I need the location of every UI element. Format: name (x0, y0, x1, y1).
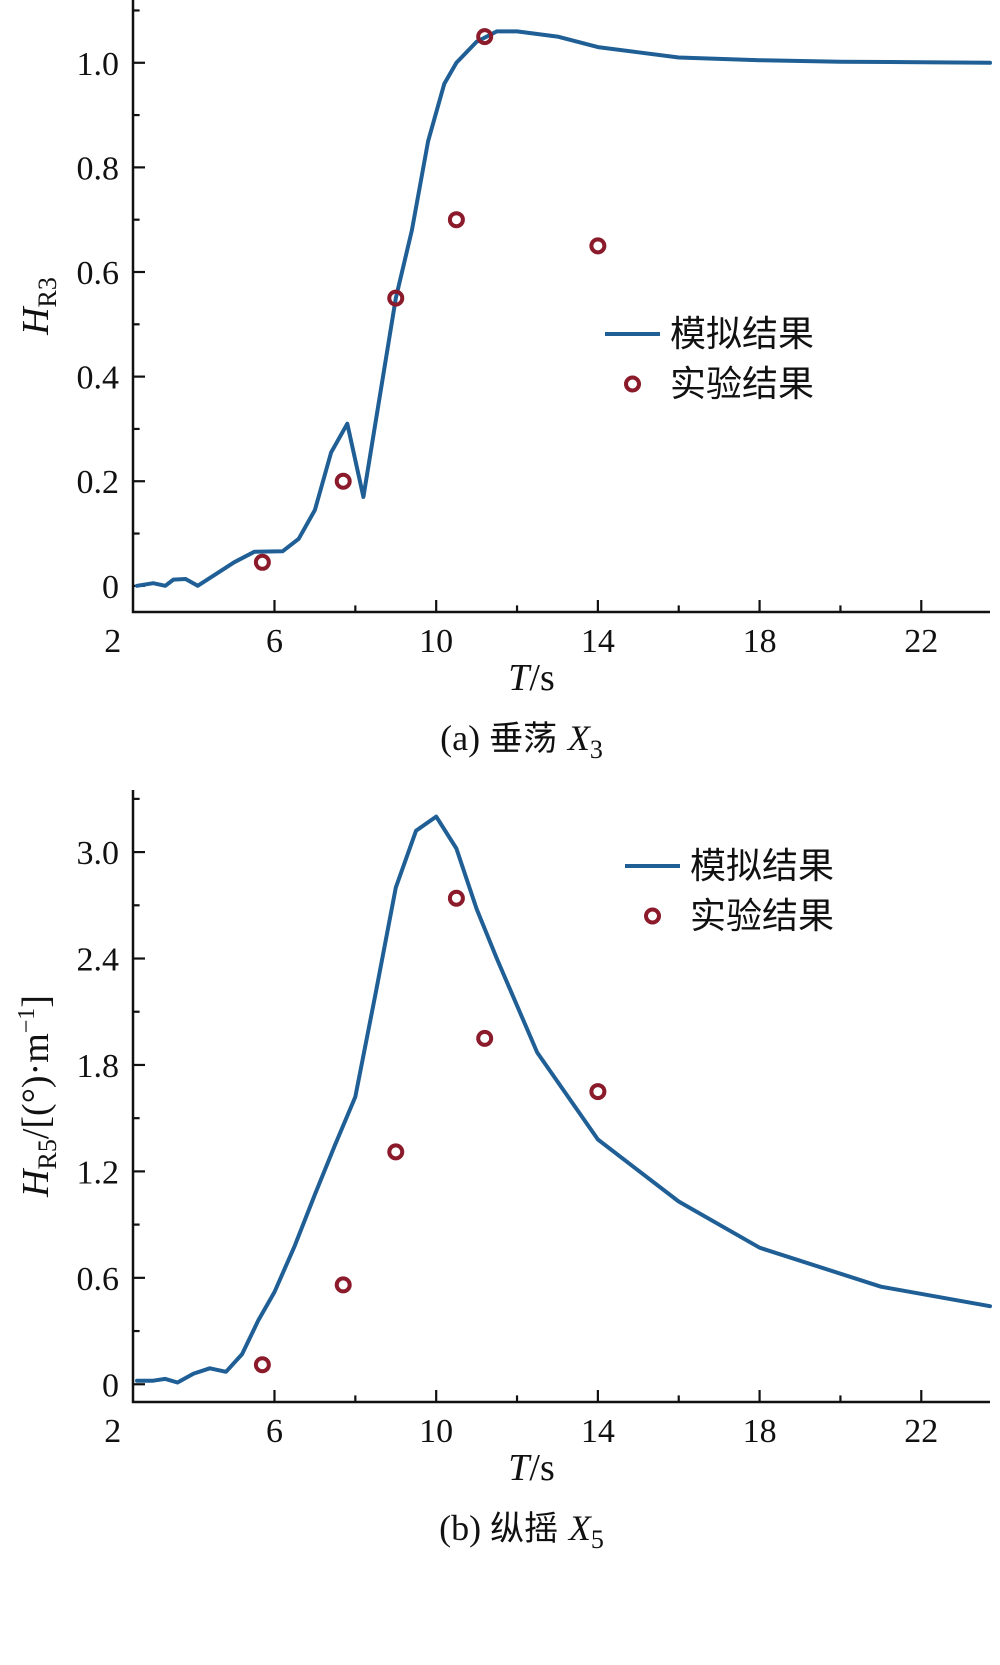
experiment-data-point (476, 1029, 494, 1047)
y-tick-label: 0.2 (77, 464, 120, 501)
experiment-data-point (253, 1356, 271, 1374)
y-axis-label: HR5/[(°)·m−1] (14, 995, 62, 1198)
x-tick-label: 14 (581, 1413, 615, 1450)
simulation-series-line (135, 814, 992, 1385)
experiment-data-point (253, 553, 271, 571)
x-tick-label: 18 (743, 623, 777, 660)
y-axis-label: HR3 (15, 277, 62, 336)
legend-marker-swatch (644, 907, 661, 925)
panel-caption: (a) 垂荡 X3 (440, 718, 603, 764)
experiment-data-point (589, 237, 607, 255)
y-tick-label: 1.0 (77, 46, 120, 83)
x-tick-label: 18 (743, 1413, 777, 1450)
y-tick-label: 3.0 (77, 835, 120, 872)
experiment-data-point (334, 1276, 352, 1294)
experiment-data-point (447, 889, 465, 907)
x-tick-label: 2 (104, 1413, 121, 1450)
x-tick-label: 22 (904, 1413, 938, 1450)
y-tick-label: 0 (102, 569, 119, 606)
x-tick-label: 14 (581, 623, 615, 660)
y-tick-label: 0.6 (77, 255, 120, 292)
experiment-data-point (589, 1083, 607, 1101)
x-tick-label: 10 (419, 1413, 453, 1450)
experiment-data-point (387, 1143, 405, 1161)
legend-label-simulation: 模拟结果 (690, 846, 834, 886)
y-tick-label: 1.8 (77, 1048, 120, 1085)
experiment-data-point (334, 472, 352, 490)
x-tick-label: 10 (419, 623, 453, 660)
x-tick-label: 2 (104, 623, 121, 660)
y-tick-label: 0.4 (77, 360, 120, 397)
x-axis-label: T/s (508, 657, 555, 699)
x-axis-label: T/s (508, 1447, 555, 1489)
experiment-data-point (447, 211, 465, 229)
x-tick-label: 22 (904, 623, 938, 660)
experiment-data-point (476, 28, 494, 46)
y-tick-label: 0 (102, 1367, 119, 1404)
legend-label-experiment: 实验结果 (670, 364, 814, 404)
legend-label-experiment: 实验结果 (690, 896, 834, 936)
legend-marker-swatch (624, 375, 641, 393)
y-tick-label: 0.8 (77, 150, 120, 187)
axes-frame (131, 790, 990, 1404)
panel-caption: (b) 纵摇 X5 (439, 1508, 604, 1554)
legend-label-simulation: 模拟结果 (670, 314, 814, 354)
y-tick-label: 0.6 (77, 1261, 120, 1298)
simulation-series-line (135, 29, 992, 588)
axes-frame (131, 0, 990, 614)
x-tick-label: 6 (266, 1413, 283, 1450)
experiment-data-point (387, 289, 405, 307)
x-tick-label: 6 (266, 623, 283, 660)
y-tick-label: 1.2 (77, 1154, 120, 1191)
y-tick-label: 2.4 (77, 942, 120, 979)
